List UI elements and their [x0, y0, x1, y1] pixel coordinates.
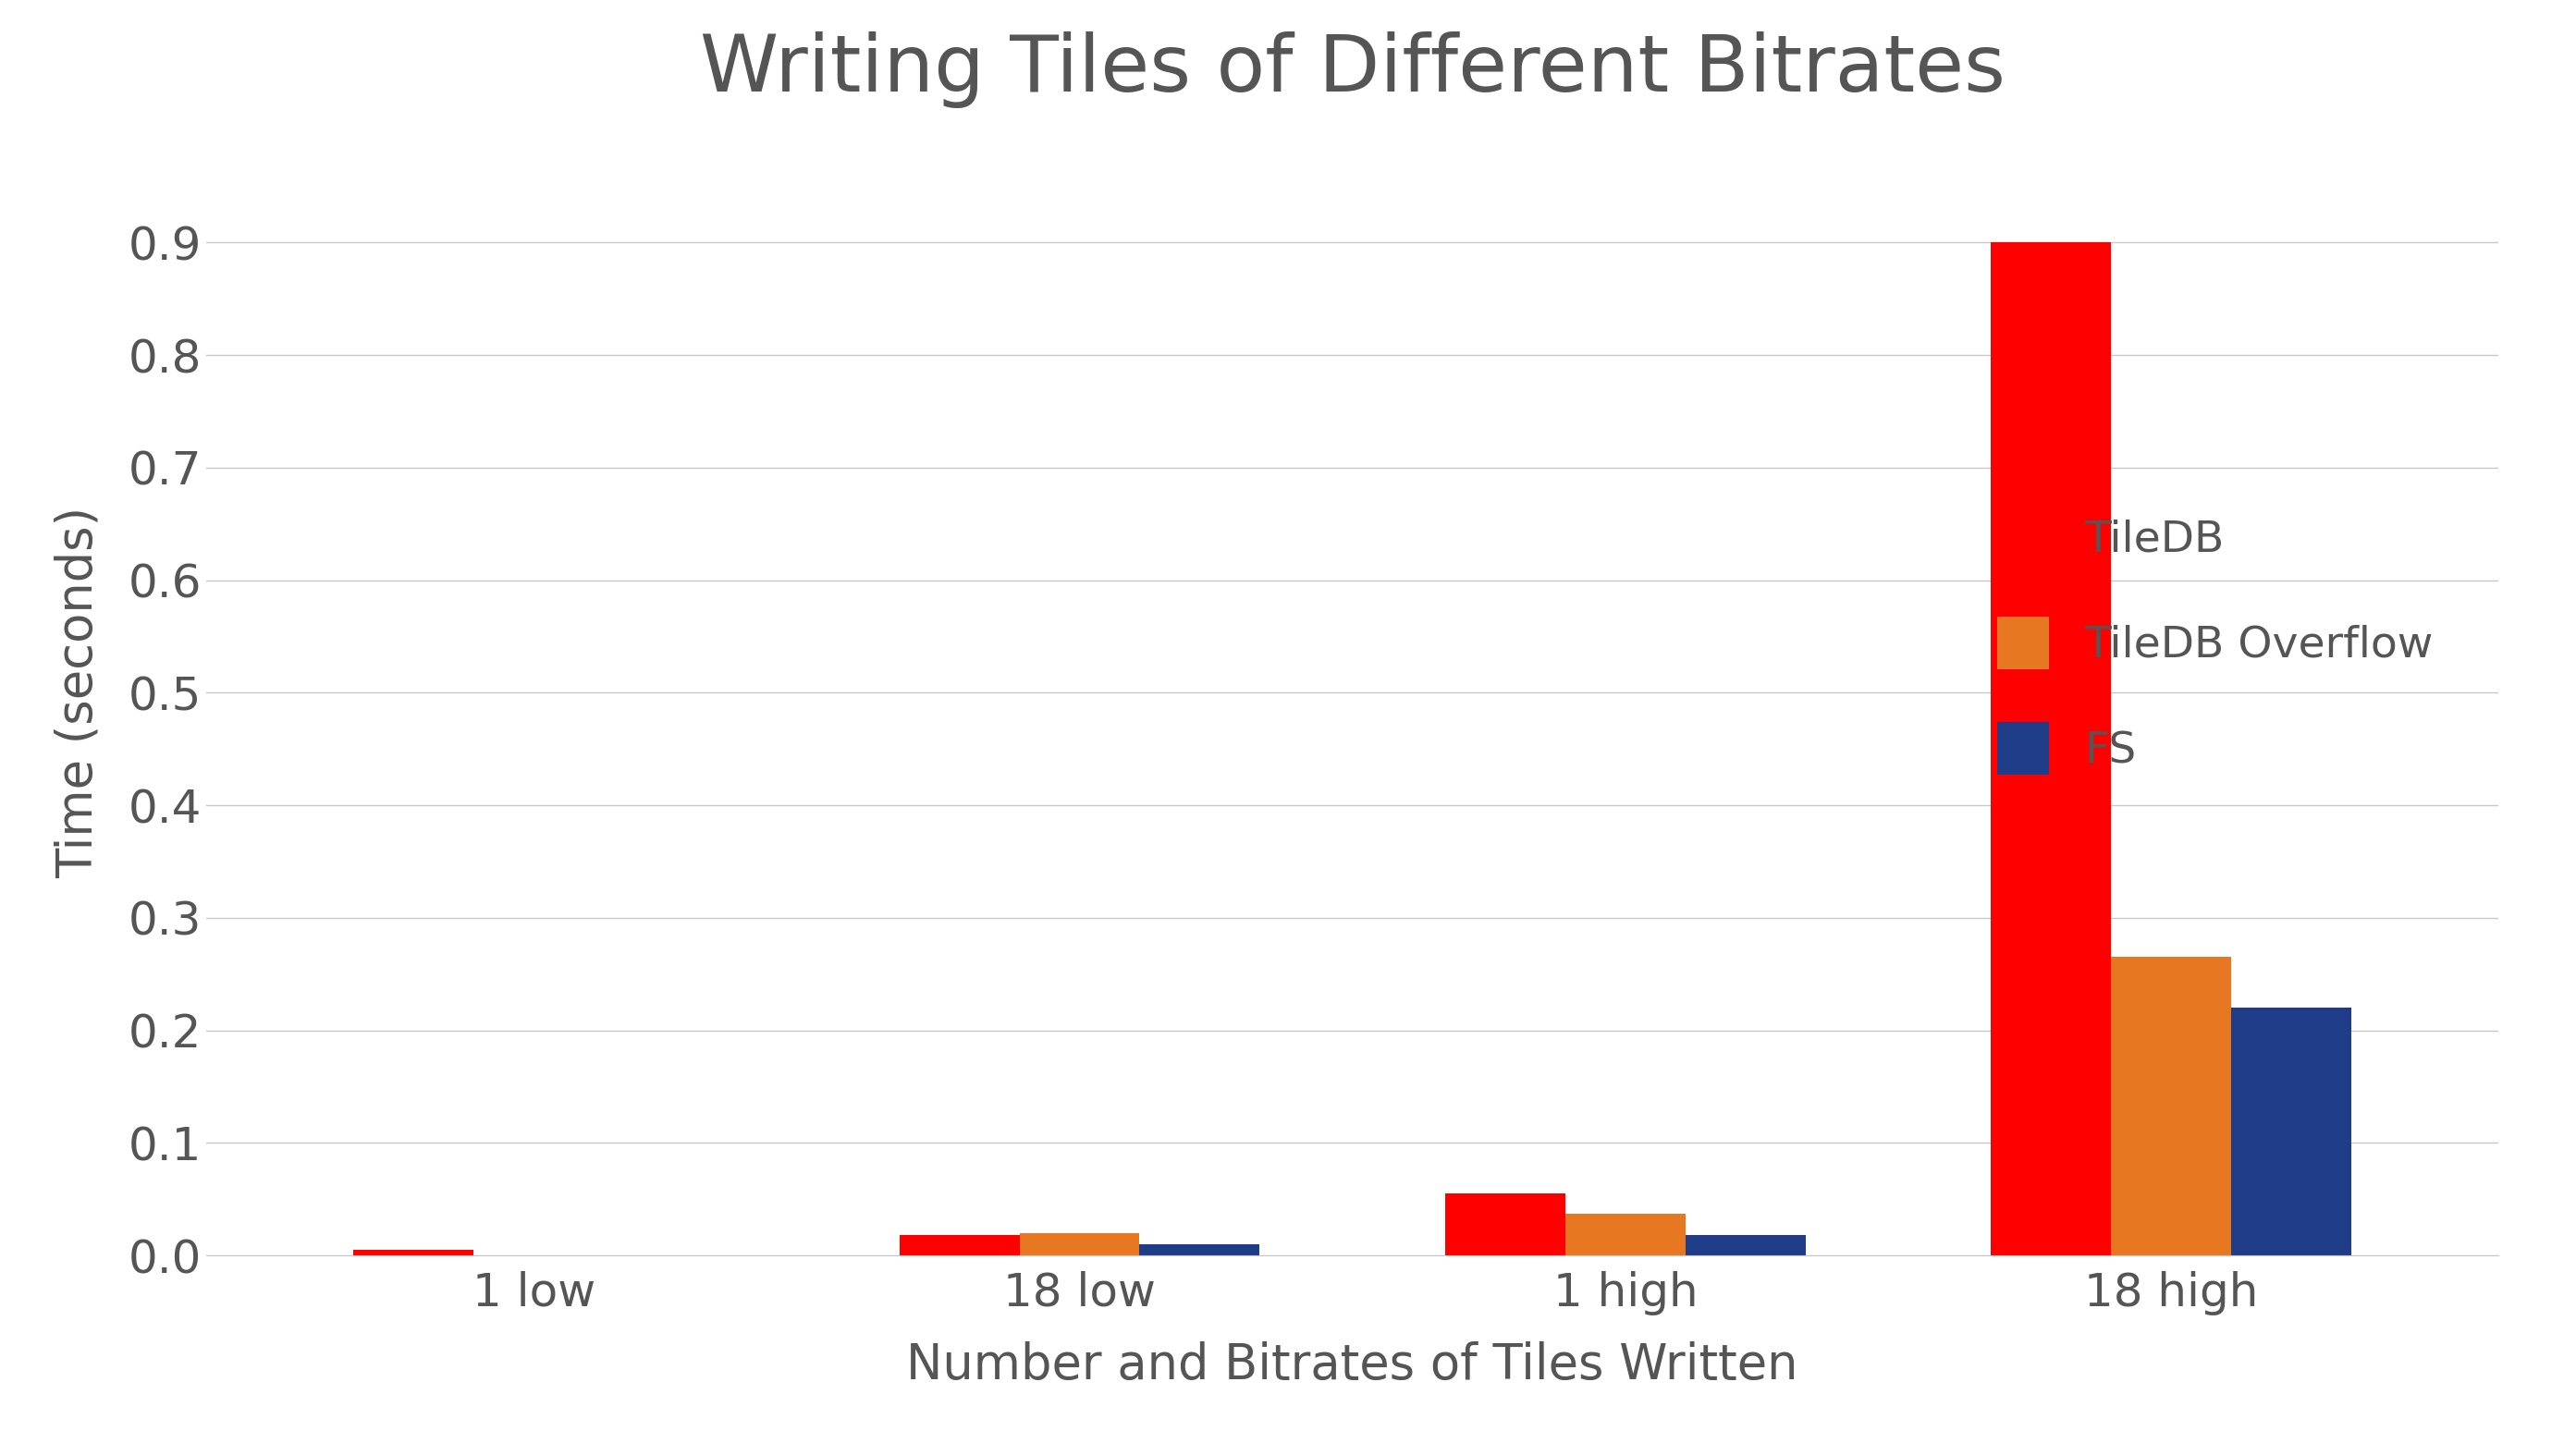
Bar — [2231, 1007, 2352, 1255]
Title: Writing Tiles of Different Bitrates: Writing Tiles of Different Bitrates — [701, 32, 2004, 108]
Legend: TileDB, TileDB Overflow, FS: TileDB, TileDB Overflow, FS — [1953, 468, 2478, 818]
Bar — [1685, 1235, 1806, 1255]
Bar — [1991, 242, 2112, 1255]
Bar — [1566, 1214, 1685, 1255]
Bar — [1445, 1193, 1566, 1255]
Bar — [1139, 1244, 1260, 1255]
Bar — [899, 1235, 1020, 1255]
Y-axis label: Time (seconds): Time (seconds) — [54, 506, 103, 879]
Bar — [1020, 1232, 1139, 1255]
Bar — [2112, 957, 2231, 1255]
X-axis label: Number and Bitrates of Tiles Written: Number and Bitrates of Tiles Written — [907, 1341, 1798, 1390]
Bar — [353, 1250, 474, 1255]
